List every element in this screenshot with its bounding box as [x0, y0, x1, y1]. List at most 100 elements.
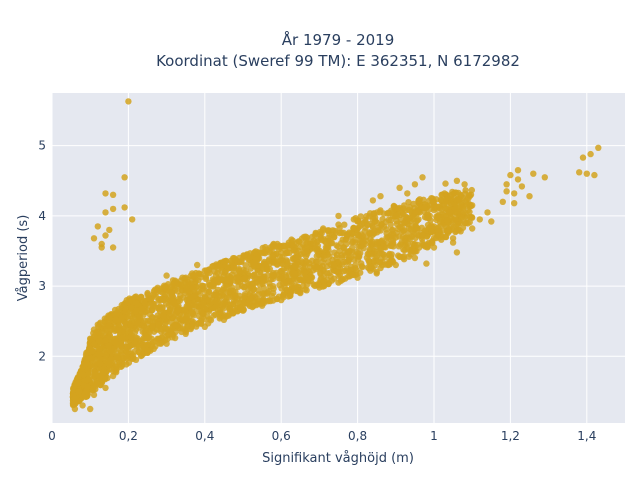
scatter-point: [94, 223, 102, 230]
scatter-point: [154, 312, 162, 319]
scatter-point: [390, 203, 398, 210]
scatter-point: [144, 334, 151, 341]
scatter-point: [464, 214, 471, 222]
scatter-point: [174, 288, 181, 295]
scatter-point: [219, 303, 226, 310]
scatter-point: [124, 313, 131, 321]
scatter-point: [373, 268, 380, 276]
data-points: [69, 98, 602, 413]
scatter-point: [132, 293, 140, 300]
scatter-point: [387, 221, 394, 228]
scatter-point: [453, 177, 461, 184]
scatter-point: [278, 267, 285, 274]
scatter-point: [102, 384, 109, 392]
scatter-point: [162, 320, 169, 327]
scatter-point: [303, 258, 310, 266]
chart-title-line2: Koordinat (Sweref 99 TM): E 362351, N 61…: [156, 52, 520, 70]
scatter-point: [209, 263, 216, 270]
scatter-point: [353, 266, 360, 274]
scatter-point: [406, 234, 413, 241]
scatter-point: [421, 208, 428, 216]
scatter-point: [208, 299, 215, 306]
scatter-point: [324, 244, 331, 251]
scatter-point: [119, 334, 126, 341]
scatter-point: [410, 200, 417, 208]
scatter-point: [110, 368, 117, 375]
scatter-point: [209, 276, 217, 283]
scatter-point: [411, 254, 419, 262]
scatter-point: [149, 301, 156, 309]
scatter-point: [316, 284, 323, 291]
scatter-point: [101, 350, 108, 357]
y-tick-label: 4: [38, 209, 46, 223]
scatter-point: [583, 170, 590, 177]
x-axis-title: Signifikant våghöjd (m): [262, 451, 414, 466]
scatter-point: [235, 283, 242, 290]
scatter-point: [541, 174, 548, 181]
scatter-point: [340, 258, 347, 265]
scatter-point: [127, 342, 134, 349]
scatter-point: [121, 174, 128, 181]
scatter-point: [90, 326, 98, 333]
scatter-point: [297, 289, 304, 297]
scatter-point: [269, 253, 276, 260]
scatter-point: [109, 205, 117, 213]
scatter-point: [223, 263, 231, 270]
scatter-point: [111, 339, 119, 346]
scatter-point: [90, 391, 98, 399]
scatter-point: [125, 298, 132, 305]
scatter-point: [367, 239, 375, 246]
scatter-point: [117, 347, 124, 354]
scatter-point: [260, 260, 268, 267]
scatter-point: [404, 215, 412, 222]
scatter-point: [232, 256, 239, 263]
scatter-point: [121, 319, 128, 326]
scatter-point: [129, 216, 136, 223]
scatter-point: [258, 302, 266, 309]
y-axis-title: Vågperiod (s): [16, 215, 31, 302]
scatter-point: [270, 272, 277, 279]
x-tick-label: 0: [48, 429, 56, 443]
scatter-point: [579, 154, 587, 161]
scatter-point: [189, 320, 196, 327]
scatter-point: [215, 299, 222, 306]
scatter-point: [98, 244, 105, 251]
scatter-point: [363, 213, 370, 220]
scatter-point: [333, 268, 340, 275]
scatter-point: [257, 272, 264, 279]
scatter-point: [292, 282, 299, 290]
scatter-point: [163, 272, 170, 279]
scatter-point: [132, 334, 140, 341]
scatter-point: [390, 243, 397, 250]
scatter-point: [452, 189, 460, 196]
scatter-point: [182, 274, 189, 281]
scatter-point: [295, 253, 302, 260]
scatter-point: [297, 243, 304, 251]
scatter-point: [438, 197, 445, 204]
scatter-point: [454, 221, 461, 228]
scatter-point: [276, 243, 283, 251]
scatter-point: [234, 295, 241, 302]
scatter-point: [430, 244, 438, 251]
scatter-point: [371, 247, 378, 255]
scatter-point: [169, 297, 177, 304]
scatter-point: [357, 250, 364, 257]
scatter-point: [387, 216, 395, 224]
scatter-point: [411, 181, 419, 188]
scatter-point: [102, 190, 109, 197]
scatter-point: [328, 239, 336, 247]
scatter-point: [415, 208, 422, 215]
scatter-point: [311, 264, 318, 271]
scatter-point: [456, 208, 463, 215]
scatter-point: [202, 275, 210, 282]
scatter-point: [350, 224, 357, 232]
scatter-point: [92, 359, 99, 366]
scatter-point: [320, 235, 327, 243]
scatter-point: [378, 220, 385, 228]
scatter-point: [303, 243, 311, 251]
scatter-point: [278, 285, 285, 292]
scatter-point: [511, 190, 518, 197]
scatter-point: [375, 227, 382, 234]
scatter-point: [279, 260, 286, 267]
